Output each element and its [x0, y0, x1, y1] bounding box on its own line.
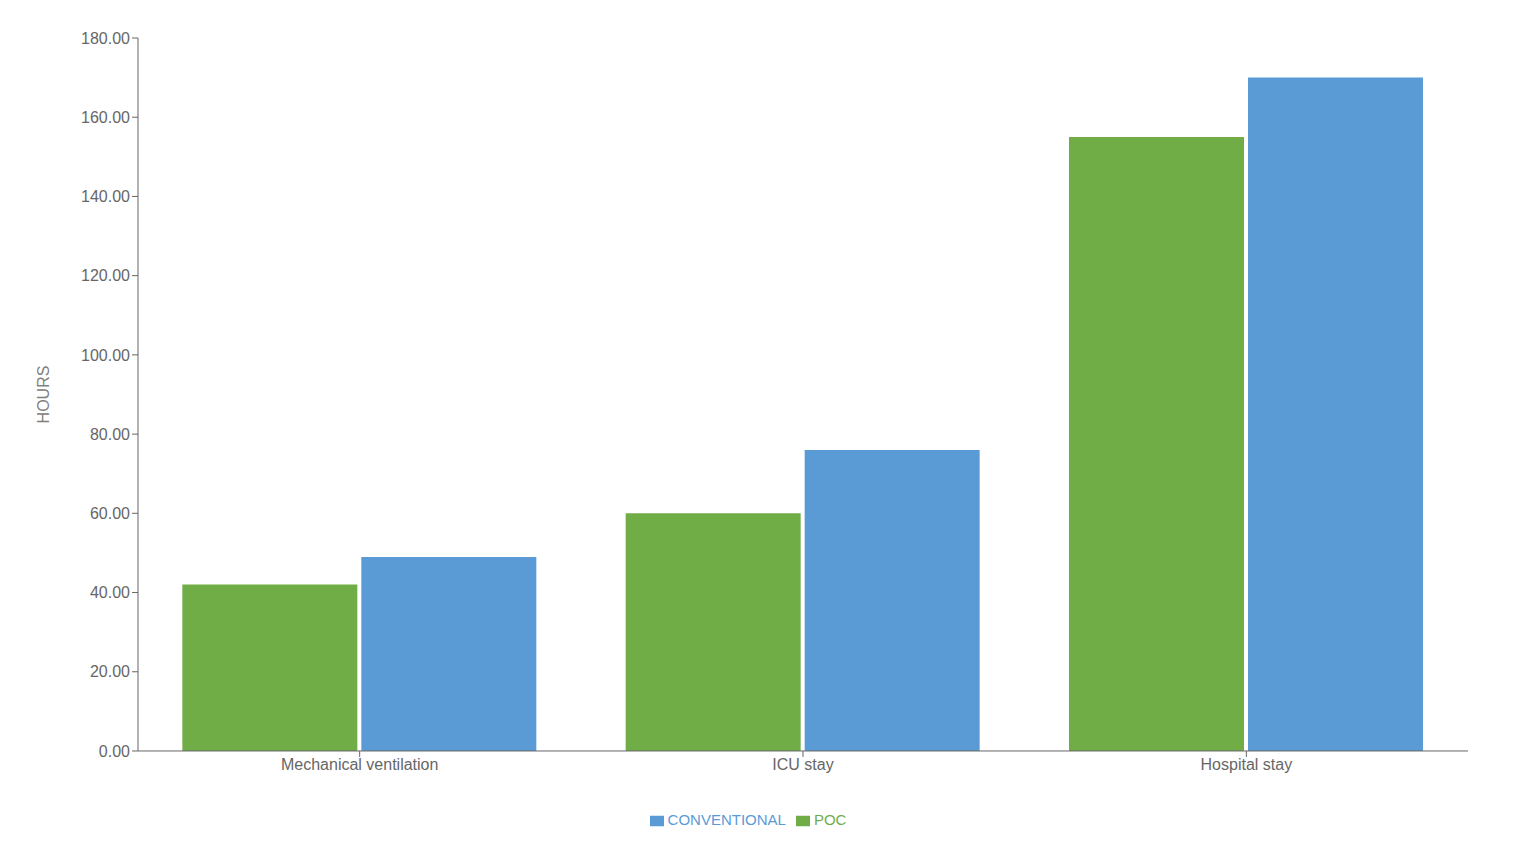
svg-text:HOURS: HOURS: [35, 366, 52, 424]
svg-text:60.00: 60.00: [90, 505, 130, 522]
svg-text:Mechanical ventilation: Mechanical ventilation: [281, 756, 438, 773]
svg-text:40.00: 40.00: [90, 584, 130, 601]
svg-text:140.00: 140.00: [81, 188, 130, 205]
svg-text:120.00: 120.00: [81, 267, 130, 284]
svg-text:ICU stay: ICU stay: [772, 756, 833, 773]
svg-text:20.00: 20.00: [90, 663, 130, 680]
svg-text:180.00: 180.00: [81, 30, 130, 47]
svg-text:80.00: 80.00: [90, 426, 130, 443]
svg-text:0.00: 0.00: [99, 743, 130, 760]
svg-text:Hospital stay: Hospital stay: [1201, 756, 1293, 773]
svg-text:160.00: 160.00: [81, 109, 130, 126]
svg-text:100.00: 100.00: [81, 347, 130, 364]
html-text:POC: POC: [813, 811, 847, 828]
html-text:CONVENTIONAL: CONVENTIONAL: [667, 811, 786, 828]
